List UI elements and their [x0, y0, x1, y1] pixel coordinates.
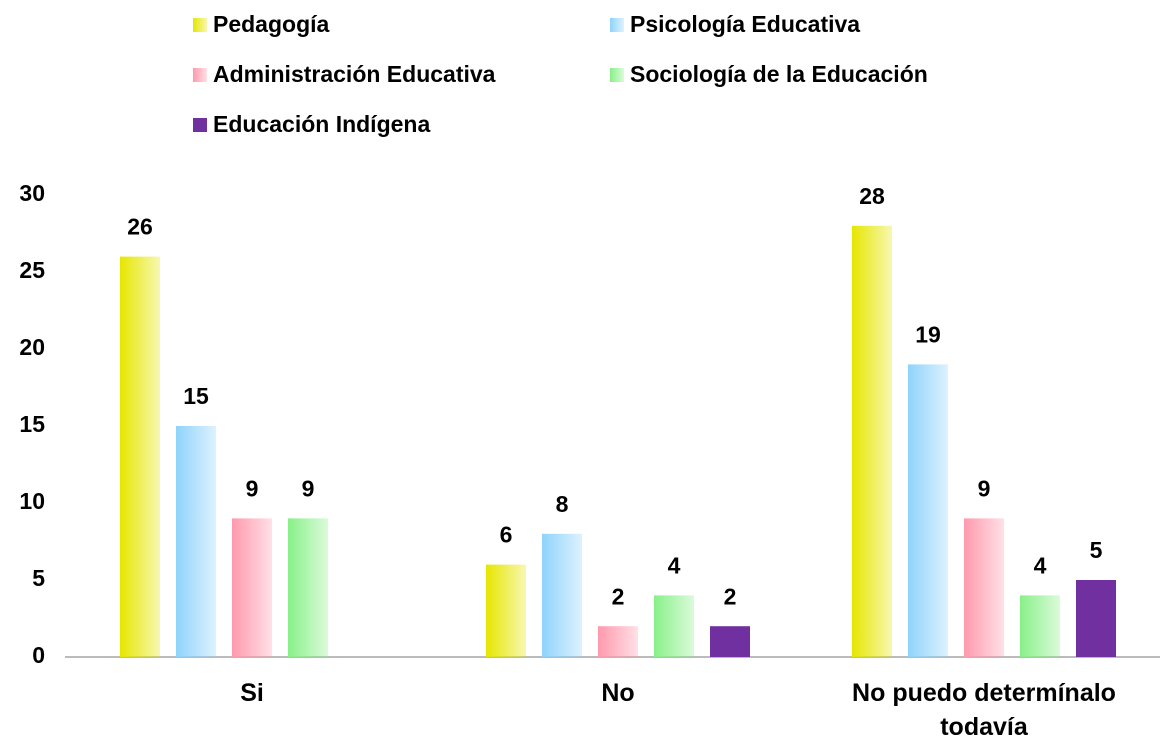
data-label: 19 — [915, 321, 941, 347]
legend-label: Pedagogía — [213, 11, 330, 37]
legend-swatch — [193, 18, 207, 32]
bar — [120, 256, 160, 657]
data-label: 9 — [978, 475, 991, 501]
y-tick-label: 25 — [19, 257, 45, 283]
legend-swatch — [193, 68, 207, 82]
data-label: 4 — [1034, 552, 1047, 578]
legend-label: Psicología Educativa — [630, 11, 860, 37]
legend-swatch — [610, 68, 624, 82]
bar — [542, 533, 582, 657]
bar — [964, 518, 1004, 657]
y-tick-label: 15 — [19, 411, 45, 437]
bar — [232, 518, 272, 657]
x-tick-label: No — [601, 679, 635, 707]
bar — [1020, 595, 1060, 657]
data-label: 9 — [246, 475, 259, 501]
bar — [598, 626, 638, 657]
data-label: 9 — [302, 475, 315, 501]
y-tick-label: 20 — [19, 334, 45, 360]
legend-swatch — [193, 118, 207, 132]
x-tick-label: No puedo determínalo todavía — [852, 679, 1116, 741]
y-tick-label: 5 — [32, 565, 45, 591]
data-label: 28 — [859, 183, 885, 209]
x-tick-label: Si — [240, 679, 264, 707]
bar — [710, 626, 750, 657]
y-tick-label: 30 — [19, 180, 45, 206]
data-label: 6 — [500, 522, 513, 548]
bar — [908, 364, 948, 657]
legend-label: Educación Indígena — [213, 111, 430, 137]
bar — [654, 595, 694, 657]
data-label: 4 — [668, 552, 681, 578]
bar — [486, 564, 526, 657]
data-label: 8 — [556, 491, 569, 517]
y-tick-label: 0 — [32, 642, 45, 668]
data-label: 5 — [1090, 537, 1103, 563]
legend-label: Administración Educativa — [213, 61, 496, 87]
bar — [176, 426, 216, 657]
bar — [1076, 580, 1116, 657]
legend-label: Sociología de la Educación — [630, 61, 928, 87]
data-label: 2 — [612, 583, 625, 609]
legend-swatch — [610, 18, 624, 32]
data-label: 2 — [724, 583, 737, 609]
data-label: 15 — [183, 383, 209, 409]
data-label: 26 — [127, 214, 153, 240]
y-tick-label: 10 — [19, 488, 45, 514]
bar — [852, 225, 892, 658]
bar — [288, 518, 328, 657]
